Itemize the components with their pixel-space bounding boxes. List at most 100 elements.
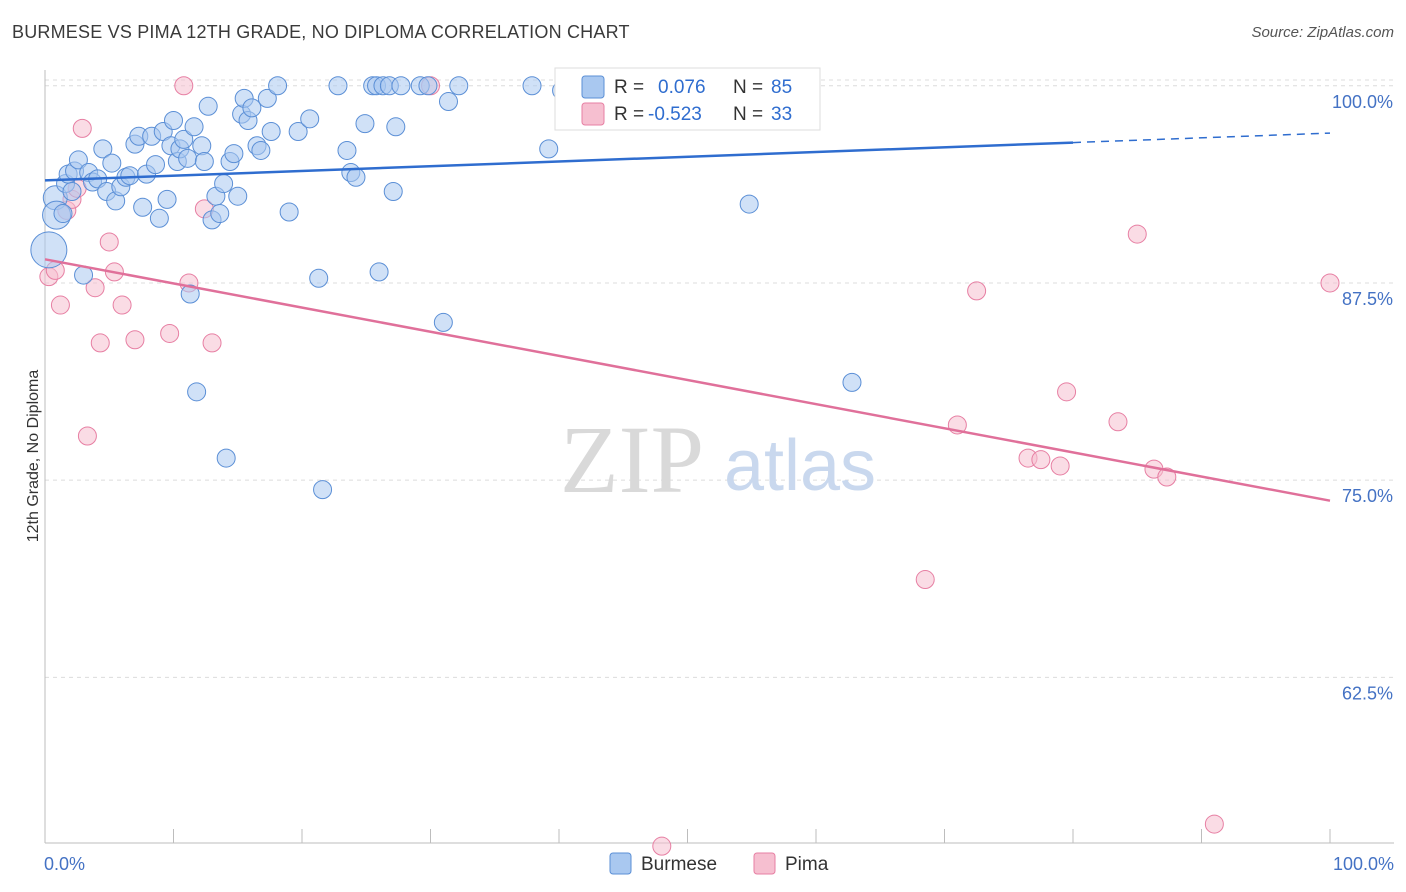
pima-point: [1127, 224, 1147, 244]
x-tick-label-max: 100.0%: [1333, 854, 1394, 874]
axes: [44, 70, 1394, 844]
chart-title: BURMESE VS PIMA 12TH GRADE, NO DIPLOMA C…: [12, 22, 630, 42]
pima-points: [39, 76, 1340, 856]
legend-r-label-burmese: R =: [614, 77, 644, 98]
burmese-trendline: [44, 141, 1074, 182]
trendlines: [44, 132, 1331, 502]
pima-point: [1204, 814, 1224, 834]
pima-point: [1108, 412, 1128, 432]
bottom-legend-swatch-burmese: [609, 852, 632, 875]
burmese-point: [93, 139, 113, 159]
burmese-point: [251, 140, 271, 160]
watermark: ZIP atlas: [560, 406, 876, 513]
pima-point: [125, 330, 145, 350]
pima-point: [160, 323, 180, 343]
burmese-point: [157, 189, 177, 209]
burmese-point: [386, 117, 406, 137]
burmese-point: [133, 197, 153, 217]
burmese-point: [313, 480, 333, 500]
pima-point: [202, 333, 222, 353]
pima-point: [174, 76, 194, 96]
pima-point: [85, 278, 105, 298]
burmese-point: [192, 136, 212, 156]
burmese-point: [174, 129, 194, 149]
burmese-point: [257, 88, 277, 108]
pima-point: [90, 333, 110, 353]
bottom-legend: Burmese Pima: [609, 852, 829, 875]
legend-swatch-pima: [581, 102, 605, 126]
burmese-point: [228, 186, 248, 206]
gridlines: [45, 79, 1394, 678]
burmese-point: [242, 98, 262, 118]
watermark-zip: ZIP: [560, 406, 704, 513]
legend-r-label-pima: R =: [614, 104, 644, 125]
legend-n-label-burmese: N =: [733, 77, 763, 98]
burmese-point: [337, 140, 357, 160]
legend-r-value-pima: -0.523: [648, 104, 702, 125]
chart-source: Source: ZipAtlas.com: [1251, 24, 1394, 41]
burmese-point: [198, 96, 218, 116]
legend-r-value-burmese: 0.076: [658, 77, 706, 98]
pima-point: [112, 295, 132, 315]
pima-point: [50, 295, 70, 315]
burmese-point: [30, 231, 68, 269]
burmese-point: [261, 122, 281, 142]
y-tick-label: 100.0%: [1332, 92, 1393, 112]
burmese-point: [164, 110, 183, 130]
legend-swatch-burmese: [581, 75, 605, 99]
bottom-legend-label-pima: Pima: [785, 854, 829, 875]
bottom-legend-swatch-pima: [753, 852, 776, 875]
pima-point: [967, 281, 987, 301]
watermark-atlas: atlas: [724, 426, 876, 506]
burmese-point: [300, 109, 320, 129]
pima-point: [99, 232, 119, 252]
burmese-point: [522, 76, 542, 96]
burmese-point: [449, 76, 469, 96]
burmese-point: [418, 76, 438, 96]
burmese-point: [383, 181, 403, 201]
y-axis-label: 12th Grade, No Diploma: [25, 370, 42, 543]
burmese-point: [355, 114, 375, 134]
burmese-point: [346, 167, 366, 187]
pima-point: [1320, 273, 1340, 293]
pima-trendline: [44, 258, 1331, 502]
burmese-point: [53, 204, 73, 224]
burmese-point: [180, 284, 200, 304]
burmese-point: [842, 372, 862, 392]
burmese-point: [328, 76, 348, 96]
burmese-point: [739, 194, 759, 214]
legend-n-value-pima: 33: [771, 104, 792, 125]
pima-point: [1050, 456, 1070, 476]
burmese-point: [210, 204, 230, 224]
burmese-point: [178, 148, 198, 168]
burmese-point: [279, 202, 299, 222]
pima-point: [915, 570, 935, 590]
y-tick-label: 87.5%: [1342, 289, 1393, 309]
pima-point: [652, 836, 672, 856]
burmese-point: [214, 174, 234, 194]
legend-box: R = 0.076 N = 85 R = -0.523 N = 33: [554, 67, 821, 131]
legend-n-label-pima: N =: [733, 104, 763, 125]
pima-point: [77, 426, 97, 446]
x-tick-labels: 0.0% 100.0%: [44, 854, 1394, 874]
bottom-legend-label-burmese: Burmese: [641, 854, 717, 875]
y-tick-label: 62.5%: [1342, 683, 1393, 703]
burmese-point: [149, 208, 169, 228]
burmese-point: [216, 448, 236, 468]
burmese-point: [102, 153, 122, 173]
pima-point: [72, 118, 92, 138]
burmese-point: [433, 312, 453, 332]
y-tick-labels: 62.5% 75.0% 87.5% 100.0%: [1332, 92, 1393, 704]
y-tick-label: 75.0%: [1342, 486, 1393, 506]
burmese-point: [224, 144, 244, 164]
burmese-point: [288, 122, 308, 142]
burmese-point: [309, 268, 329, 288]
burmese-point: [184, 117, 204, 137]
burmese-point: [369, 262, 389, 282]
pima-point: [1031, 450, 1051, 470]
legend-n-value-burmese: 85: [771, 77, 792, 98]
burmese-point: [539, 139, 559, 159]
burmese-point: [68, 150, 88, 170]
burmese-point: [187, 382, 207, 402]
x-tick-label-min: 0.0%: [44, 854, 85, 874]
